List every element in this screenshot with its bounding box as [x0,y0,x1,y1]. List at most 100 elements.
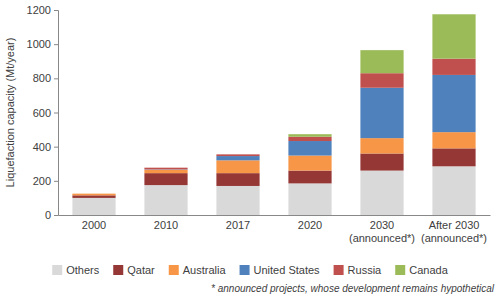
legend-label: Canada [409,264,448,276]
tick-label: 800 [33,72,51,84]
tick-label-line: 2020 [298,219,322,231]
bar-segment [216,154,259,156]
legend-label: Australia [183,264,227,276]
tick-mark [54,181,58,182]
tick-label-line: 2017 [226,219,250,231]
bar-segment [432,166,475,215]
bar-segment [432,75,475,132]
legend-label: Russia [348,264,383,276]
tick: 2000 [82,219,106,231]
tick-mark [54,147,58,148]
series-bars [72,132,475,195]
legend-swatch [113,265,123,275]
bar-segment [288,171,331,184]
tick-mark [54,215,58,216]
bars [72,14,475,215]
bar-segment [360,50,403,73]
bar-segment [288,134,331,137]
bar-segment [216,154,259,155]
tick-label-line: After 2030 [429,219,480,231]
tick: 2010 [154,219,178,231]
axis-line [54,11,59,216]
tick-mark [54,78,58,79]
tick-label: 2020 [298,219,322,231]
bar-segment [432,148,475,166]
tick-label-line: 2000 [82,219,106,231]
tick: 0 [45,209,58,221]
bar-segment [288,141,331,156]
legend-item: Others [52,264,100,276]
tick-label: 2030(announced*) [349,219,415,244]
bar-segment [216,186,259,215]
tick-label: After 2030(announced*) [421,219,487,244]
bar-segment [72,193,115,194]
bar-segment [360,154,403,171]
series-bars [72,166,475,215]
bar-segment [72,194,115,196]
tick: After 2030(announced*) [421,219,487,244]
bar-segment [72,198,115,215]
bar-segment [216,173,259,186]
legend-item: Qatar [113,264,155,276]
y-axis: 0 200 400 600 800 1000 1200 [27,4,59,221]
tick-label: 200 [33,175,51,187]
legend: Others Qatar Australia United States Russia C… [52,264,448,276]
tick-label-line: 2030 [370,219,394,231]
legend-swatch [169,265,179,275]
bar-segment [360,138,403,153]
legend-swatch [52,265,62,275]
bar-segment [144,185,187,215]
legend-item: Russia [334,264,383,276]
bar-segment [144,173,187,185]
legend-swatch [240,265,250,275]
tick-label: 1000 [27,38,51,50]
bar-segment [432,14,475,58]
legend-label: Others [66,264,100,276]
plot: 0 200 400 600 800 1000 1200 2000 2010 2017 2020 203… [27,4,491,244]
axis-title: Liquefaction capacity (Mt/year) [4,38,16,188]
tick-label: 2017 [226,219,250,231]
legend-item: Australia [169,264,227,276]
tick: 2020 [298,219,322,231]
tick: 1200 [27,4,58,16]
bar-segment [144,170,187,173]
bar-segment [216,156,259,160]
bar-segment [360,73,403,88]
tick-label: 600 [33,107,51,119]
legend-item: Canada [395,264,448,276]
legend-item: United States [240,264,321,276]
legend-swatch [395,265,405,275]
tick: 1000 [27,38,58,50]
tick-label: 0 [45,209,51,221]
tick: 2017 [226,219,250,231]
bar-segment [432,59,475,75]
bar-segment [360,88,403,138]
bar-segment [288,137,331,141]
bar-segment [360,171,403,215]
series-bars [288,14,475,136]
tick: 200 [33,175,58,187]
bar-segment [144,167,187,168]
series-bars [144,59,475,170]
bar-segment [72,195,115,198]
tick-mark [54,10,58,11]
tick-label: 400 [33,141,51,153]
tick: 600 [33,107,58,119]
tick-label: 1200 [27,4,51,16]
bar-segment [288,156,331,171]
tick-label: 2000 [82,219,106,231]
series-bars [72,148,475,198]
legend-label: United States [254,264,321,276]
annotation: * announced projects, whose development … [211,283,495,294]
tick: 800 [33,72,58,84]
legend-swatch [334,265,344,275]
tick-label-line: 2010 [154,219,178,231]
bar-segment [288,183,331,215]
tick-mark [54,113,58,114]
series-bars [144,75,475,170]
tick: 2030(announced*) [349,219,415,244]
legend-label: Qatar [127,264,155,276]
x-axis: 20002010201720202030(announced*)After 20… [59,216,491,245]
tick-mark [54,44,58,45]
bar-segment [432,132,475,148]
